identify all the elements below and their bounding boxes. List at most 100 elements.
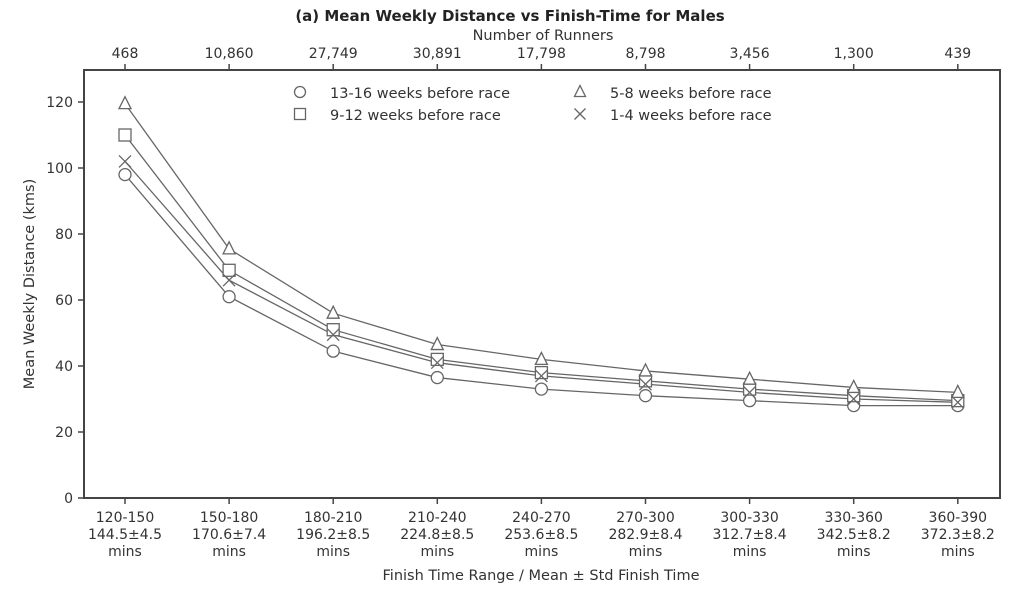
legend-label: 1-4 weeks before race: [610, 108, 772, 124]
x-marker: [118, 154, 132, 168]
x-tick-unit: mins: [420, 544, 454, 560]
y-tick-label: 100: [46, 161, 73, 177]
x-tick-mean-std: 372.3±8.2: [921, 527, 995, 543]
x-tick-mean-std: 312.7±8.4: [713, 527, 787, 543]
runner-count-label: 468: [112, 46, 139, 62]
legend: 13-16 weeks before race 9-12 weeks before…: [293, 84, 772, 124]
runner-count-label: 10,860: [205, 46, 254, 62]
legend-label: 13-16 weeks before race: [330, 86, 510, 102]
circle-marker: [326, 344, 340, 358]
legend-label: 9-12 weeks before race: [330, 108, 501, 124]
triangle-marker: [117, 95, 133, 110]
triangle-marker: [430, 336, 445, 351]
x-tick-unit: mins: [316, 544, 350, 560]
x-marker: [951, 395, 965, 409]
triangle-marker: [638, 362, 653, 377]
x-tick-range: 180-210: [304, 510, 363, 526]
top-x-axis-ticks: 468 10,860 27,749 30,891 17,798 8,798 3,456 1,3…: [112, 46, 971, 70]
x-tick-range: 270-300: [616, 510, 675, 526]
circle-marker: [222, 290, 236, 304]
runner-count-label: 1,300: [834, 46, 874, 62]
runner-count-label: 439: [944, 46, 971, 62]
x-tick-range: 210-240: [408, 510, 467, 526]
x-tick-unit: mins: [212, 544, 246, 560]
triangle-marker: [950, 383, 965, 399]
square-marker: [222, 263, 236, 277]
x-tick-unit: mins: [837, 544, 871, 560]
legend-item: 13-16 weeks before race: [293, 85, 510, 102]
top-x-axis-label: Number of Runners: [473, 28, 614, 44]
legend-item: 1-4 weeks before race: [574, 108, 772, 124]
x-tick-range: 360-390: [929, 510, 988, 526]
y-axis-label: Mean Weekly Distance (kms): [22, 179, 38, 389]
circle-marker: [293, 85, 307, 99]
x-tick-mean-std: 342.5±8.2: [817, 527, 891, 543]
series-markers-triangle: [117, 95, 965, 399]
series-line: [124, 103, 958, 394]
y-tick-label: 20: [55, 425, 73, 441]
x-axis-label: Finish Time Range / Mean ± Std Finish Ti…: [383, 568, 700, 584]
circle-marker: [534, 382, 549, 396]
x-tick-mean-std: 170.6±7.4: [192, 527, 266, 543]
square-marker: [534, 365, 549, 380]
x-tick-unit: mins: [525, 544, 559, 560]
triangle-marker: [326, 304, 341, 319]
runner-count-label: 8,798: [625, 46, 665, 62]
x-tick-range: 150-180: [200, 510, 259, 526]
y-axis-ticks: 0 20 40 60 80 100 120: [46, 95, 84, 507]
chart-title: (a) Mean Weekly Distance vs Finish-Time …: [295, 7, 724, 25]
x-marker: [222, 273, 236, 287]
triangle-marker: [222, 240, 237, 255]
y-tick-label: 60: [55, 293, 73, 309]
x-tick-unit: mins: [941, 544, 975, 560]
square-marker: [118, 128, 132, 142]
x-tick-mean-std: 144.5±4.5: [88, 527, 162, 543]
x-tick-range: 120-150: [96, 510, 155, 526]
x-tick-range: 330-360: [824, 510, 883, 526]
x-axis-ticks: 120-150144.5±4.5mins150-180170.6±7.4mins…: [88, 498, 995, 560]
triangle-marker: [742, 370, 757, 385]
x-tick-range: 240-270: [512, 510, 571, 526]
x-marker: [534, 369, 548, 383]
x-marker: [574, 108, 586, 120]
square-marker: [430, 352, 444, 367]
x-tick-mean-std: 253.6±8.5: [504, 527, 578, 543]
x-marker: [743, 385, 757, 399]
x-marker: [639, 377, 652, 391]
square-marker: [293, 107, 307, 121]
x-marker: [430, 356, 444, 370]
triangle-marker: [846, 378, 861, 394]
x-tick-range: 300-330: [720, 510, 779, 526]
legend-label: 5-8 weeks before race: [610, 86, 772, 102]
x-tick-unit: mins: [629, 544, 663, 560]
series-triangle: [124, 103, 958, 394]
circle-marker: [638, 389, 653, 403]
y-tick-label: 40: [55, 359, 73, 375]
series-markers-x: [118, 154, 965, 409]
circle-marker: [118, 167, 132, 182]
triangle-marker: [573, 84, 587, 98]
runner-count-label: 30,891: [413, 46, 462, 62]
x-tick-mean-std: 282.9±8.4: [608, 527, 682, 543]
x-tick-mean-std: 196.2±8.5: [296, 527, 370, 543]
plot-frame: [83, 69, 1001, 499]
legend-item: 9-12 weeks before race: [293, 107, 501, 124]
y-tick-label: 80: [55, 227, 73, 243]
runner-count-label: 27,749: [309, 46, 358, 62]
plot-area: [83, 69, 1001, 499]
x-marker: [847, 392, 861, 406]
legend-item: 5-8 weeks before race: [573, 84, 772, 102]
runner-count-label: 3,456: [730, 46, 770, 62]
circle-marker: [430, 370, 444, 385]
series-layer: [117, 95, 965, 413]
x-marker: [326, 328, 340, 342]
runner-count-label: 17,798: [517, 46, 566, 62]
x-tick-mean-std: 224.8±8.5: [400, 527, 474, 543]
x-tick-unit: mins: [733, 544, 767, 560]
square-marker: [326, 323, 340, 337]
y-tick-label: 0: [64, 491, 73, 507]
triangle-marker: [534, 350, 549, 366]
x-tick-unit: mins: [108, 544, 142, 560]
y-tick-label: 120: [46, 95, 73, 111]
